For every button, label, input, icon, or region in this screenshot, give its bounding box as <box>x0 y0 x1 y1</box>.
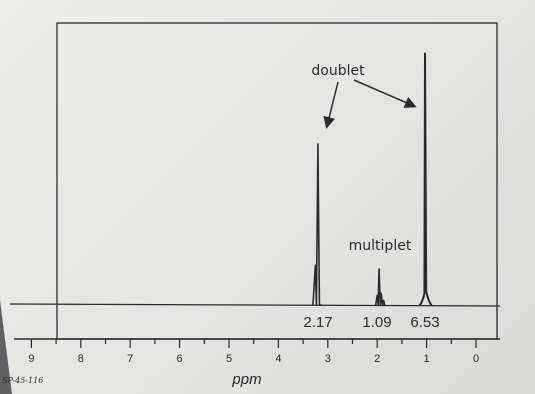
integration-labels: 2.17 1.09 6.53 <box>303 314 439 331</box>
tick-label: 1 <box>424 353 430 365</box>
tick-label: 4 <box>275 353 281 365</box>
peak-2 <box>374 268 386 307</box>
tick-label: 8 <box>78 353 84 365</box>
integration-value: 1.09 <box>362 314 391 331</box>
tick-label: 3 <box>325 353 331 365</box>
tick-label: 6 <box>177 353 183 365</box>
x-axis-label: ppm <box>231 371 261 388</box>
tick-label: 9 <box>28 353 34 365</box>
plot-frame <box>56 22 498 340</box>
tick-label: 0 <box>473 353 479 365</box>
annotation-multiplet: multiplet <box>349 238 412 254</box>
peak-1 <box>312 143 322 306</box>
ppm-axis-ticks <box>30 339 477 348</box>
tick-label: 2 <box>374 353 380 365</box>
peak-3 <box>418 52 433 307</box>
footer-code: SP-45-116 <box>2 376 43 385</box>
integration-value: 6.53 <box>410 314 439 331</box>
spectrum-baseline <box>9 303 501 307</box>
annotation-doublet: doublet <box>311 63 365 79</box>
spectrum-peaks <box>312 52 433 307</box>
ppm-axis-tick-labels: 9 8 7 6 5 4 3 2 1 0 <box>28 353 479 365</box>
tick-label: 7 <box>127 353 133 365</box>
doublet-arrow-2 <box>353 79 417 108</box>
tick-label: 5 <box>226 353 232 365</box>
integration-value: 2.17 <box>303 314 332 331</box>
doublet-arrow-1 <box>323 81 339 129</box>
